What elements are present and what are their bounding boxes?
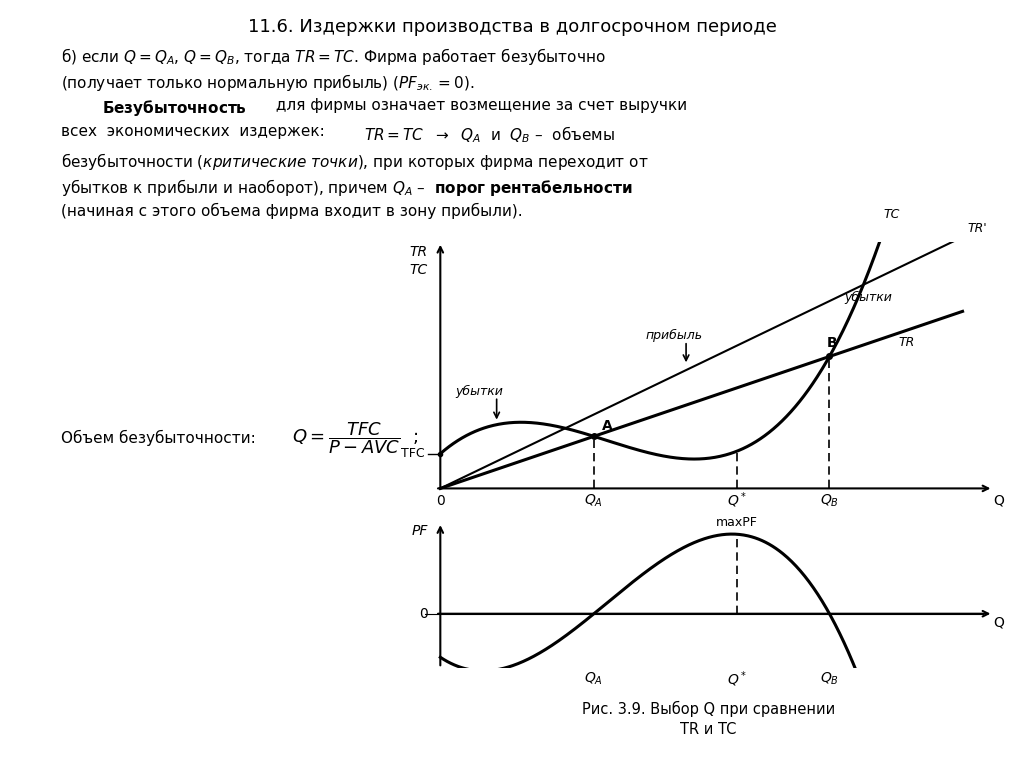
- Text: для фирмы означает возмещение за счет выручки: для фирмы означает возмещение за счет вы…: [271, 98, 687, 114]
- Text: (начиная с этого объема фирма входит в зону прибыли).: (начиная с этого объема фирма входит в з…: [61, 203, 523, 219]
- Text: TC: TC: [883, 207, 899, 220]
- Text: $Q_A$: $Q_A$: [585, 671, 603, 687]
- Text: прибыль: прибыль: [645, 329, 702, 343]
- Text: A: A: [601, 419, 612, 433]
- Text: $Q_B$: $Q_B$: [820, 492, 839, 508]
- Text: PF: PF: [412, 524, 428, 538]
- Text: Q: Q: [993, 615, 1004, 630]
- Text: 0: 0: [419, 607, 428, 621]
- Text: $\it{TR = TC}$  $\rightarrow$  $Q_A$  и  $Q_B$ –  объемы: $\it{TR = TC}$ $\rightarrow$ $Q_A$ и $Q_…: [364, 124, 614, 145]
- Text: TFC: TFC: [401, 447, 425, 460]
- Text: 11.6. Издержки производства в долгосрочном периоде: 11.6. Издержки производства в долгосрочн…: [248, 18, 776, 35]
- Text: $Q = \dfrac{TFC}{P - AVC}$  ;: $Q = \dfrac{TFC}{P - AVC}$ ;: [292, 420, 418, 455]
- Text: (получает только нормальную прибыль) ($PF_{эк.} = 0$).: (получает только нормальную прибыль) ($P…: [61, 72, 475, 93]
- Text: TR: TR: [899, 336, 914, 349]
- Text: maxPF: maxPF: [717, 516, 758, 529]
- Text: $Q_A$: $Q_A$: [585, 492, 603, 508]
- Text: убытки: убытки: [845, 291, 893, 304]
- Text: $Q_B$: $Q_B$: [820, 671, 839, 687]
- Text: убытков к прибыли и наоборот), причем $Q_A$ –  $\bf{порог\ рентабельности}$: убытков к прибыли и наоборот), причем $Q…: [61, 177, 633, 197]
- Text: TR': TR': [968, 222, 987, 235]
- Text: $Q^*$: $Q^*$: [727, 491, 748, 511]
- Text: б) если $Q = Q_A$, $Q = Q_B$, тогда $TR = TC$. Фирма работает безубыточно: б) если $Q = Q_A$, $Q = Q_B$, тогда $TR …: [61, 46, 606, 67]
- Text: 0: 0: [436, 494, 444, 508]
- Text: всех  экономических  издержек:: всех экономических издержек:: [61, 124, 326, 140]
- Text: $\bf{Безубыточность}$: $\bf{Безубыточность}$: [102, 98, 247, 118]
- Text: TC: TC: [410, 263, 428, 276]
- Text: B: B: [826, 336, 838, 349]
- Text: безубыточности ($\it{критические\ точки}$), при которых фирма переходит от: безубыточности ($\it{критические\ точки}…: [61, 151, 649, 171]
- Text: убытки: убытки: [456, 385, 504, 398]
- Text: Q: Q: [993, 494, 1004, 508]
- Text: TR: TR: [410, 245, 428, 260]
- Text: $Q^*$: $Q^*$: [727, 669, 748, 689]
- Text: Объем безубыточности:: Объем безубыточности:: [61, 429, 261, 446]
- Text: Рис. 3.9. Выбор Q при сравнении: Рис. 3.9. Выбор Q при сравнении: [582, 700, 836, 717]
- Text: TR и TC: TR и TC: [680, 722, 737, 737]
